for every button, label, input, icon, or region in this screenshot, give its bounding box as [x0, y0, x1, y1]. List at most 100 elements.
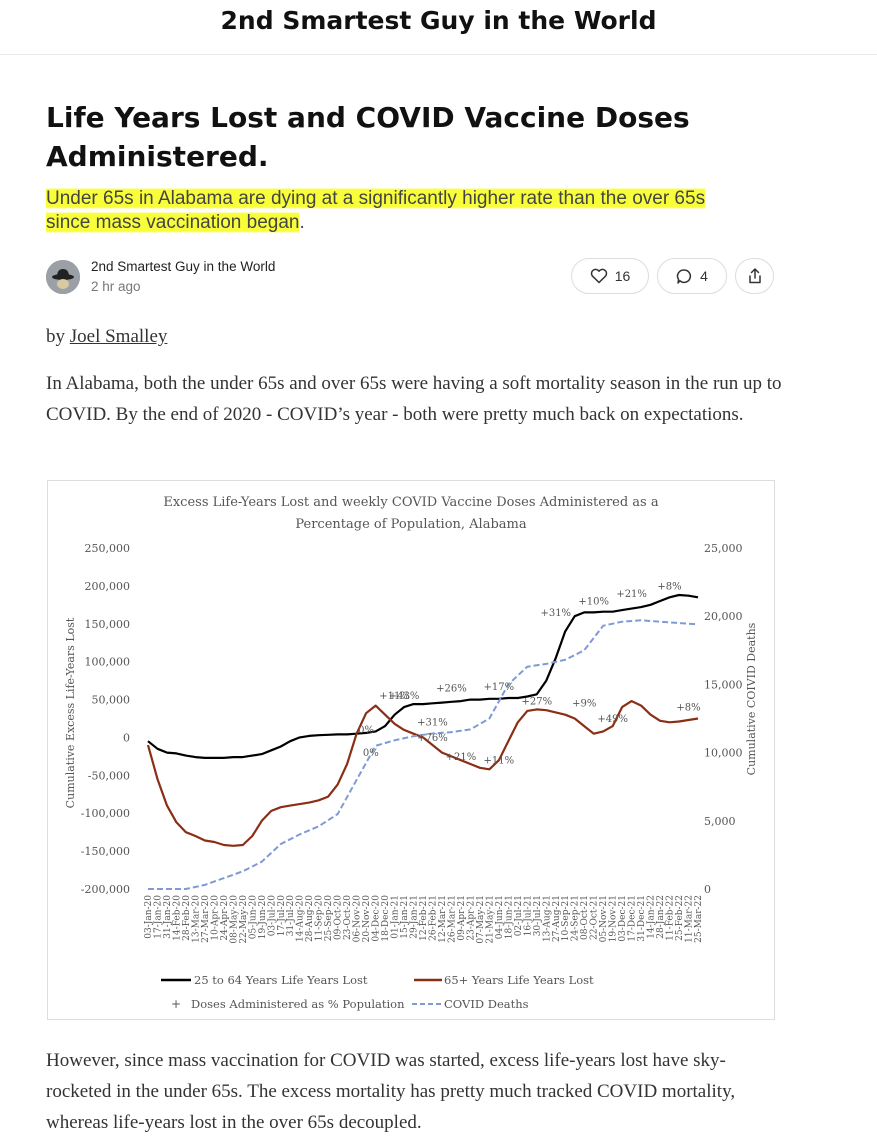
subtitle-line-1: Under 65s in Alabama are dying at a sign…	[46, 188, 706, 209]
x-tick: 26-Feb-21	[428, 895, 438, 941]
x-tick: 23-Apr-21	[466, 895, 476, 941]
x-tick: 02-Jul-21	[514, 895, 524, 936]
x-tick: 13-Mar-20	[191, 895, 201, 943]
x-tick: 25-Feb-22	[675, 895, 685, 941]
x-tick: 13-Aug-21	[542, 895, 552, 942]
x-tick: 27-Mar-20	[201, 895, 211, 943]
x-tick: 30-Jul-21	[533, 895, 543, 936]
chart-annotation: +21%	[616, 589, 647, 600]
avatar-hat-icon[interactable]	[46, 260, 80, 294]
legend-label-3: Doses Administered as % Population	[191, 997, 405, 1011]
x-tick-labels: 03-Jan-20 17-Jan-20 31-Jan-20 14-Feb-20 28-F…	[144, 895, 704, 944]
x-tick: 09-Oct-20	[334, 895, 344, 940]
x-tick: 28-Aug-20	[305, 895, 315, 942]
y-tick-right: 5,000	[704, 815, 736, 828]
chart-annotation: +8%	[657, 581, 681, 592]
x-tick: 24-Apr-20	[220, 895, 230, 941]
y-axis-label-left: Cumulative Excess Life-Years Lost	[64, 617, 77, 808]
author-name[interactable]: 2nd Smartest Guy in the World	[91, 259, 276, 274]
y-tick-left: -200,000	[81, 883, 130, 896]
chart-legend: 25 to 64 Years Life Years Lost 65+ Years …	[161, 973, 594, 1011]
chart-annotation: +26%	[436, 684, 467, 695]
y-tick-left: 200,000	[85, 580, 131, 593]
x-tick: 27-Aug-21	[552, 895, 562, 942]
chart-title-line-2: Percentage of Population, Alabama	[295, 517, 527, 532]
like-count: 16	[614, 268, 631, 284]
y-tick-left: -100,000	[81, 807, 130, 820]
x-tick: 14-Feb-20	[172, 895, 182, 941]
share-icon	[748, 268, 761, 284]
y-tick-left: -150,000	[81, 845, 130, 858]
chart-annotation: +10%	[578, 596, 609, 607]
x-tick: 07-May-21	[476, 895, 486, 944]
y-tick-right: 20,000	[704, 610, 743, 623]
post-time: 2 hr ago	[91, 279, 141, 294]
chart-annotation: +49%	[597, 714, 628, 725]
x-tick: 04-Jun-21	[495, 895, 505, 939]
chart-annotation: +31%	[540, 608, 571, 619]
x-tick: 12-Mar-21	[438, 895, 448, 943]
x-tick: 09-Apr-21	[457, 895, 467, 941]
chart-annotations: 0%0%+11%+43%+31%+76%+26%+21%+17%+11%+27%…	[358, 581, 700, 766]
publication-title[interactable]: 2nd Smartest Guy in the World	[220, 6, 657, 35]
x-tick: 18-Jun-21	[504, 895, 514, 939]
y-tick-left: 50,000	[92, 694, 131, 707]
legend-label-2: 65+ Years Life Years Lost	[444, 973, 594, 987]
y-tick-left: 250,000	[85, 542, 131, 555]
y-tick-left: -50,000	[88, 769, 130, 782]
paragraph-1: In Alabama, both the under 65s and over …	[46, 373, 782, 425]
x-tick: 22-Oct-21	[590, 895, 600, 940]
y-tick-right: 10,000	[704, 747, 743, 760]
chart-annotation: +17%	[484, 682, 515, 693]
x-tick: 31-Jul-20	[286, 895, 296, 937]
comment-button[interactable]: 4	[657, 258, 727, 294]
chart-title-line-1: Excess Life-Years Lost and weekly COVID …	[163, 495, 659, 510]
x-tick: 11-Mar-22	[685, 895, 695, 943]
heart-icon	[590, 268, 607, 284]
x-tick: 17-Jul-20	[277, 895, 287, 937]
chart-annotation: +31%	[417, 718, 448, 729]
x-tick: 08-May-20	[229, 895, 239, 944]
x-tick: 11-Sep-20	[315, 895, 325, 942]
author-credit: by Joel Smalley	[46, 321, 786, 352]
legend-label-4: COVID Deaths	[444, 997, 529, 1011]
x-tick: 16-Jul-21	[523, 895, 533, 936]
x-tick: 04-Dec-20	[372, 895, 382, 942]
legend-swatch-3: +	[171, 997, 181, 1011]
series-line-2	[146, 700, 699, 847]
chart-annotation: +9%	[572, 699, 596, 710]
chart-annotation: +43%	[389, 691, 420, 702]
x-tick: 28-Feb-20	[182, 895, 192, 941]
x-tick: 10-Sep-21	[561, 895, 571, 941]
x-tick: 19-Nov-21	[609, 895, 619, 942]
chart-annotation: 0%	[358, 725, 374, 736]
share-button[interactable]	[735, 258, 774, 294]
chart-annotation: 0%	[363, 748, 379, 759]
subtitle-line-2: since mass vaccination began	[46, 212, 300, 233]
y-tick-right: 0	[704, 883, 711, 896]
x-tick: 29-Jan-21	[410, 895, 420, 939]
legend-label-1: 25 to 64 Years Life Years Lost	[194, 973, 368, 987]
x-tick: 18-Dec-20	[381, 895, 391, 942]
chart-series	[146, 593, 699, 890]
x-tick: 14-Jan-22	[647, 895, 657, 939]
paragraph-2: However, since mass vaccination for COVI…	[46, 1050, 736, 1133]
chart-annotation: +27%	[521, 696, 552, 707]
x-tick: 08-Oct-21	[580, 895, 590, 940]
x-tick: 21-May-21	[485, 895, 495, 944]
x-tick: 17-Dec-21	[628, 895, 638, 942]
subtitle-period: .	[299, 212, 305, 233]
author-link[interactable]: Joel Smalley	[69, 326, 168, 347]
like-button[interactable]: 16	[571, 258, 649, 294]
post-title: Life Years Lost and COVID Vaccine Doses …	[46, 101, 690, 173]
y-axis-label-right: Cumulative COIVID Deaths	[745, 622, 758, 775]
chart-annotation: +11%	[379, 691, 410, 702]
chart-annotation: +8%	[676, 703, 700, 714]
y-tick-left: 0	[123, 731, 130, 744]
x-tick: 15-Jan-21	[400, 895, 410, 939]
x-tick: 23-Oct-20	[343, 895, 353, 940]
x-tick: 22-May-20	[239, 895, 249, 944]
x-tick: 03-Dec-21	[618, 895, 628, 942]
x-tick: 10-Apr-20	[210, 895, 220, 941]
x-tick: 11-Feb-22	[666, 895, 676, 941]
